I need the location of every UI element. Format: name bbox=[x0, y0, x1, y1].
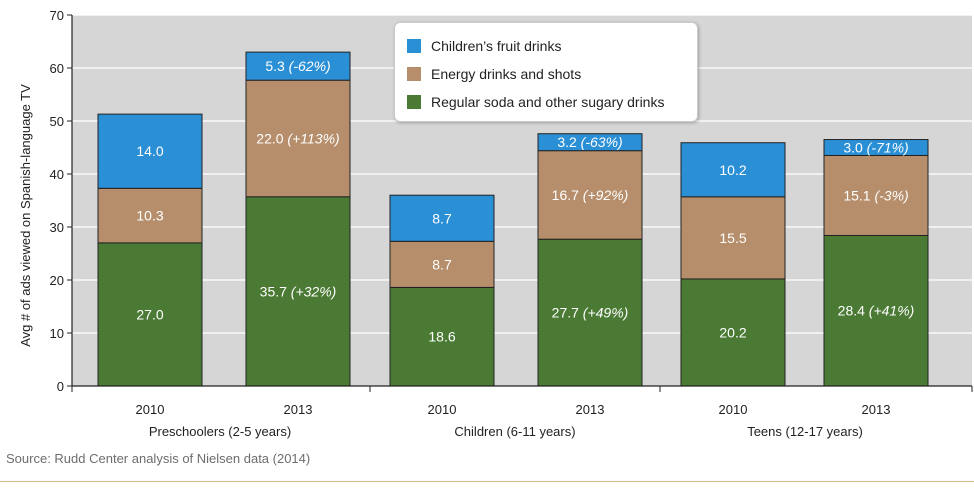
bar-segment-energy-2 bbox=[389, 240, 495, 288]
data-label-soda-1: 35.7 (+32%) bbox=[260, 283, 337, 299]
x-tick-label-2: 2010 bbox=[428, 402, 457, 417]
data-label-soda-0: 27.0 bbox=[136, 306, 163, 322]
data-label-soda-4: 20.2 bbox=[719, 324, 746, 340]
x-tick-label-0: 2010 bbox=[136, 402, 165, 417]
bar-segment-soda-3 bbox=[537, 238, 643, 387]
y-tick-label-40: 40 bbox=[50, 167, 64, 182]
bar-segment-fruit-0 bbox=[97, 113, 203, 189]
x-tick-label-5: 2013 bbox=[862, 402, 891, 417]
legend-swatch-energy bbox=[407, 67, 421, 81]
x-tick-label-4: 2010 bbox=[719, 402, 748, 417]
y-tick-label-30: 30 bbox=[50, 220, 64, 235]
data-label-fruit-5: 3.0 (-71%) bbox=[843, 140, 908, 156]
group-label-0: Preschoolers (2-5 years) bbox=[149, 424, 291, 439]
y-tick-label-0: 0 bbox=[57, 379, 64, 394]
bar-segment-fruit-2 bbox=[389, 194, 495, 242]
legend-swatch-soda bbox=[407, 95, 421, 109]
y-tick-label-70: 70 bbox=[50, 8, 64, 23]
group-label-2: Teens (12-17 years) bbox=[747, 424, 863, 439]
bar-segment-fruit-1 bbox=[245, 51, 351, 81]
data-label-fruit-0: 14.0 bbox=[136, 143, 163, 159]
bar-segment-fruit-4 bbox=[680, 142, 786, 198]
divider bbox=[0, 481, 974, 482]
bar-segment-fruit-3 bbox=[537, 133, 643, 152]
data-label-energy-5: 15.1 (-3%) bbox=[843, 187, 908, 203]
legend: Children’s fruit drinks Energy drinks an… bbox=[394, 22, 698, 122]
x-tick-label-3: 2013 bbox=[576, 402, 605, 417]
data-label-soda-5: 28.4 (+41%) bbox=[838, 303, 915, 319]
bar-segment-soda-1 bbox=[245, 196, 351, 387]
data-label-energy-0: 10.3 bbox=[136, 208, 163, 224]
legend-label-energy: Energy drinks and shots bbox=[431, 66, 582, 82]
bar-segment-energy-0 bbox=[97, 187, 203, 244]
data-label-fruit-3: 3.2 (-63%) bbox=[557, 134, 622, 150]
axes: 0 10 20 30 40 50 60 70 2010 2013 2010 2013 2010 2013 P… bbox=[50, 8, 973, 439]
bar-segment-fruit-5 bbox=[823, 139, 929, 156]
data-label-fruit-4: 10.2 bbox=[719, 162, 746, 178]
data-label-fruit-2: 8.7 bbox=[432, 210, 452, 226]
x-tick-label-1: 2013 bbox=[284, 402, 313, 417]
legend-label-soda: Regular soda and other sugary drinks bbox=[431, 94, 665, 110]
bar-segment-energy-1 bbox=[245, 79, 351, 198]
data-label-soda-2: 18.6 bbox=[428, 329, 455, 345]
y-tick-label-10: 10 bbox=[50, 326, 64, 341]
y-tick-label-20: 20 bbox=[50, 273, 64, 288]
data-label-energy-1: 22.0 (+113%) bbox=[256, 130, 339, 146]
data-label-energy-4: 15.5 bbox=[719, 230, 746, 246]
legend-label-fruit: Children’s fruit drinks bbox=[431, 38, 562, 54]
bar-segment-soda-5 bbox=[823, 234, 929, 387]
y-tick-label-50: 50 bbox=[50, 114, 64, 129]
source-note: Source: Rudd Center analysis of Nielsen … bbox=[6, 451, 311, 466]
data-label-fruit-1: 5.3 (-62%) bbox=[265, 58, 330, 74]
bar-segment-soda-2 bbox=[389, 286, 495, 387]
group-label-1: Children (6-11 years) bbox=[454, 424, 575, 439]
legend-swatch-fruit bbox=[407, 39, 421, 53]
bars: 27.0 10.3 14.0 35.7 (+32%) 22.0 (+113%) 5.3 (… bbox=[97, 51, 929, 387]
y-axis-title: Avg # of ads viewed on Spanish-language … bbox=[18, 84, 33, 347]
legend-item-energy: Energy drinks and shots bbox=[407, 65, 581, 83]
bar-segment-energy-5 bbox=[823, 154, 929, 236]
legend-item-fruit: Children’s fruit drinks bbox=[407, 37, 561, 55]
bar-segment-energy-4 bbox=[680, 196, 786, 280]
data-label-soda-3: 27.7 (+49%) bbox=[552, 305, 629, 321]
data-label-energy-3: 16.7 (+92%) bbox=[552, 187, 629, 203]
legend-item-soda: Regular soda and other sugary drinks bbox=[407, 93, 664, 111]
data-label-energy-2: 8.7 bbox=[432, 256, 452, 272]
y-tick-label-60: 60 bbox=[50, 61, 64, 76]
bar-segment-energy-3 bbox=[537, 150, 643, 240]
